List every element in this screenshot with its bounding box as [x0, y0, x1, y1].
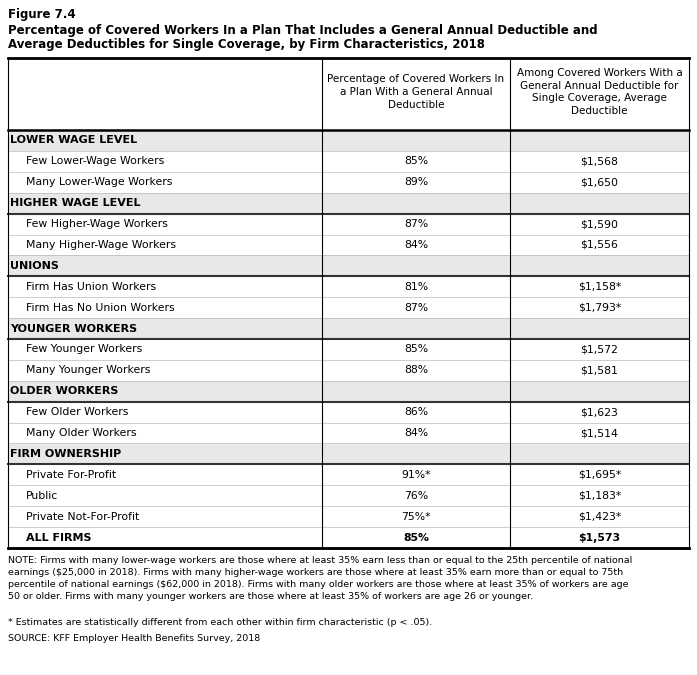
- Text: 81%: 81%: [404, 281, 428, 292]
- Text: $1,572: $1,572: [581, 344, 618, 354]
- Text: Figure 7.4: Figure 7.4: [8, 8, 76, 21]
- Text: Private For-Profit: Private For-Profit: [26, 470, 116, 480]
- Text: Few Lower-Wage Workers: Few Lower-Wage Workers: [26, 157, 164, 166]
- Text: * Estimates are statistically different from each other within firm characterist: * Estimates are statistically different …: [8, 618, 432, 627]
- Bar: [8, 443, 689, 464]
- Text: Average Deductibles for Single Coverage, by Firm Characteristics, 2018: Average Deductibles for Single Coverage,…: [8, 38, 485, 51]
- Text: Few Older Workers: Few Older Workers: [26, 407, 128, 417]
- Text: Public: Public: [26, 491, 59, 501]
- Bar: [8, 255, 689, 276]
- Text: Percentage of Covered Workers In
a Plan With a General Annual
Deductible: Percentage of Covered Workers In a Plan …: [328, 74, 505, 110]
- Text: $1,514: $1,514: [581, 428, 618, 438]
- Text: 85%: 85%: [404, 344, 428, 354]
- Text: $1,590: $1,590: [581, 219, 618, 229]
- Text: $1,793*: $1,793*: [578, 302, 621, 313]
- Text: $1,573: $1,573: [579, 533, 620, 543]
- Text: 76%: 76%: [404, 491, 428, 501]
- Text: YOUNGER WORKERS: YOUNGER WORKERS: [10, 323, 137, 333]
- Text: UNIONS: UNIONS: [10, 261, 59, 271]
- Text: $1,556: $1,556: [581, 240, 618, 250]
- Text: ALL FIRMS: ALL FIRMS: [26, 533, 91, 543]
- Text: $1,581: $1,581: [581, 365, 618, 375]
- Text: 84%: 84%: [404, 240, 428, 250]
- Text: NOTE: Firms with many lower-wage workers are those where at least 35% earn less : NOTE: Firms with many lower-wage workers…: [8, 556, 632, 601]
- Text: Firm Has Union Workers: Firm Has Union Workers: [26, 281, 156, 292]
- Text: $1,623: $1,623: [581, 407, 618, 417]
- Bar: [8, 318, 689, 339]
- Text: FIRM OWNERSHIP: FIRM OWNERSHIP: [10, 449, 121, 459]
- Text: 85%: 85%: [404, 157, 428, 166]
- Text: $1,695*: $1,695*: [578, 470, 621, 480]
- Text: Percentage of Covered Workers In a Plan That Includes a General Annual Deductibl: Percentage of Covered Workers In a Plan …: [8, 24, 597, 37]
- Text: $1,568: $1,568: [581, 157, 618, 166]
- Text: Firm Has No Union Workers: Firm Has No Union Workers: [26, 302, 175, 313]
- Text: $1,183*: $1,183*: [578, 491, 621, 501]
- Text: 91%*: 91%*: [401, 470, 431, 480]
- Text: LOWER WAGE LEVEL: LOWER WAGE LEVEL: [10, 136, 137, 145]
- Text: Many Higher-Wage Workers: Many Higher-Wage Workers: [26, 240, 176, 250]
- Text: Many Lower-Wage Workers: Many Lower-Wage Workers: [26, 178, 172, 187]
- Text: 88%: 88%: [404, 365, 428, 375]
- Bar: [8, 381, 689, 402]
- Text: Many Older Workers: Many Older Workers: [26, 428, 137, 438]
- Text: $1,423*: $1,423*: [578, 512, 621, 522]
- Text: $1,650: $1,650: [581, 178, 618, 187]
- Text: 85%: 85%: [403, 533, 429, 543]
- Text: 86%: 86%: [404, 407, 428, 417]
- Text: 89%: 89%: [404, 178, 428, 187]
- Bar: [8, 130, 689, 151]
- Text: Private Not-For-Profit: Private Not-For-Profit: [26, 512, 139, 522]
- Text: OLDER WORKERS: OLDER WORKERS: [10, 386, 118, 396]
- Text: $1,158*: $1,158*: [578, 281, 621, 292]
- Text: SOURCE: KFF Employer Health Benefits Survey, 2018: SOURCE: KFF Employer Health Benefits Sur…: [8, 634, 260, 643]
- Text: 84%: 84%: [404, 428, 428, 438]
- Bar: [8, 192, 689, 213]
- Text: 75%*: 75%*: [401, 512, 431, 522]
- Text: HIGHER WAGE LEVEL: HIGHER WAGE LEVEL: [10, 198, 141, 208]
- Text: 87%: 87%: [404, 219, 428, 229]
- Text: Few Higher-Wage Workers: Few Higher-Wage Workers: [26, 219, 168, 229]
- Text: Many Younger Workers: Many Younger Workers: [26, 365, 151, 375]
- Text: 87%: 87%: [404, 302, 428, 313]
- Text: Among Covered Workers With a
General Annual Deductible for
Single Coverage, Aver: Among Covered Workers With a General Ann…: [516, 68, 682, 116]
- Text: Few Younger Workers: Few Younger Workers: [26, 344, 142, 354]
